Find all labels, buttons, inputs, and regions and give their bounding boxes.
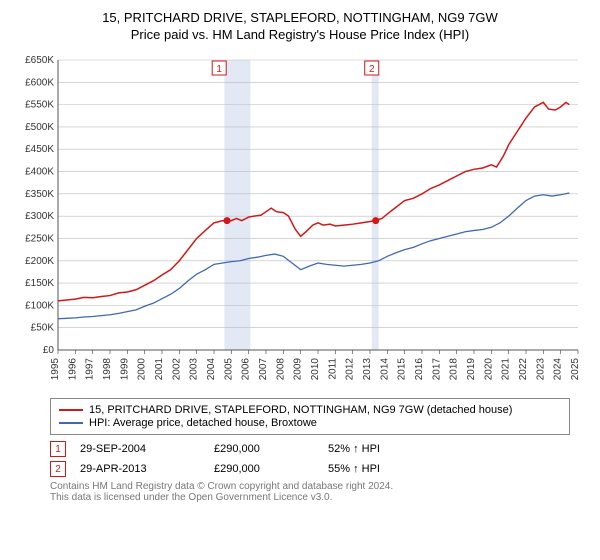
sale-marker: 1: [50, 441, 66, 457]
svg-text:£450K: £450K: [25, 144, 54, 155]
svg-text:1998: 1998: [102, 358, 113, 381]
svg-text:2006: 2006: [241, 358, 252, 381]
svg-text:1997: 1997: [85, 358, 96, 381]
chart-subtitle: Price paid vs. HM Land Registry's House …: [10, 27, 590, 42]
svg-text:2021: 2021: [501, 358, 512, 381]
chart-title: 15, PRITCHARD DRIVE, STAPLEFORD, NOTTING…: [10, 10, 590, 25]
svg-text:2002: 2002: [171, 358, 182, 381]
chart-canvas: £0 £50K £100K £150K £200K £250K £300K £350K £400…: [10, 50, 590, 390]
legend-item: HPI: Average price, detached house, Brox…: [59, 417, 561, 429]
svg-text:2008: 2008: [275, 358, 286, 381]
svg-text:2012: 2012: [345, 358, 356, 381]
svg-text:£150K: £150K: [25, 278, 54, 289]
sale-row: 1 29-SEP-2004 £290,000 52% ↑ HPI: [50, 441, 570, 457]
svg-text:1996: 1996: [67, 358, 78, 381]
legend-swatch: [59, 409, 83, 411]
sale-price: £290,000: [214, 443, 314, 455]
svg-text:1995: 1995: [50, 358, 61, 381]
svg-text:2025: 2025: [570, 358, 581, 381]
sale-delta: 52% ↑ HPI: [328, 443, 380, 455]
svg-text:£0: £0: [43, 345, 55, 356]
sales-list: 1 29-SEP-2004 £290,000 52% ↑ HPI 2 29-APR-201…: [50, 441, 570, 477]
legend-label: HPI: Average price, detached house, Brox…: [89, 417, 317, 429]
svg-text:£600K: £600K: [25, 77, 54, 88]
svg-text:2022: 2022: [518, 358, 529, 381]
sale-row: 2 29-APR-2013 £290,000 55% ↑ HPI: [50, 461, 570, 477]
svg-text:1: 1: [216, 64, 222, 75]
svg-text:2009: 2009: [293, 358, 304, 381]
svg-text:2001: 2001: [154, 358, 165, 381]
svg-text:2: 2: [369, 64, 375, 75]
svg-text:£50K: £50K: [31, 323, 55, 334]
footer-attribution: Contains HM Land Registry data © Crown c…: [50, 481, 570, 503]
svg-text:2024: 2024: [553, 358, 564, 381]
svg-text:2023: 2023: [535, 358, 546, 381]
legend-item: 15, PRITCHARD DRIVE, STAPLEFORD, NOTTING…: [59, 404, 561, 416]
svg-text:2007: 2007: [258, 358, 269, 381]
svg-text:2016: 2016: [414, 358, 425, 381]
svg-text:2018: 2018: [449, 358, 460, 381]
svg-text:2005: 2005: [223, 358, 234, 381]
svg-text:£550K: £550K: [25, 100, 54, 111]
line-chart: £0 £50K £100K £150K £200K £250K £300K £350K £400…: [10, 50, 590, 390]
sale-date: 29-APR-2013: [80, 463, 200, 475]
sale-price: £290,000: [214, 463, 314, 475]
sale-date: 29-SEP-2004: [80, 443, 200, 455]
footer-line-1: Contains HM Land Registry data © Crown c…: [50, 481, 570, 492]
svg-text:2003: 2003: [189, 358, 200, 381]
svg-text:2013: 2013: [362, 358, 373, 381]
svg-text:£400K: £400K: [25, 167, 54, 178]
svg-text:£650K: £650K: [25, 55, 54, 66]
svg-text:2019: 2019: [466, 358, 477, 381]
svg-text:£250K: £250K: [25, 233, 54, 244]
sale-delta: 55% ↑ HPI: [328, 463, 380, 475]
svg-text:2004: 2004: [206, 358, 217, 381]
svg-text:2017: 2017: [431, 358, 442, 381]
svg-text:2000: 2000: [137, 358, 148, 381]
svg-text:2011: 2011: [327, 358, 338, 380]
footer-line-2: This data is licensed under the Open Gov…: [50, 492, 570, 503]
svg-text:2020: 2020: [483, 358, 494, 381]
svg-text:£350K: £350K: [25, 189, 54, 200]
svg-text:£200K: £200K: [25, 256, 54, 267]
svg-text:£300K: £300K: [25, 211, 54, 222]
svg-text:£100K: £100K: [25, 300, 54, 311]
svg-text:£500K: £500K: [25, 122, 54, 133]
sale-marker: 2: [50, 461, 66, 477]
legend: 15, PRITCHARD DRIVE, STAPLEFORD, NOTTING…: [50, 398, 570, 435]
legend-label: 15, PRITCHARD DRIVE, STAPLEFORD, NOTTING…: [89, 404, 512, 416]
legend-swatch: [59, 422, 83, 424]
svg-text:2010: 2010: [310, 358, 321, 381]
svg-text:2015: 2015: [397, 358, 408, 381]
svg-text:1999: 1999: [119, 358, 130, 381]
svg-text:2014: 2014: [379, 358, 390, 381]
